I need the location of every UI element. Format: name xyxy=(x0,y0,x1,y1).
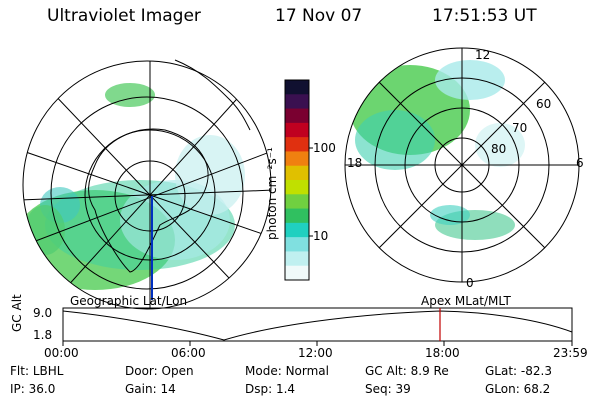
colorbar-band xyxy=(285,180,309,195)
time-label: 17:51:53 UT xyxy=(432,6,537,26)
colorbar-band xyxy=(285,265,309,281)
geographic-panel-label: Geographic Lat/Lon xyxy=(70,294,188,308)
colorbar-tick-100: 100 xyxy=(313,141,336,155)
mlt-12-label: 12 xyxy=(475,48,491,62)
colorbar-band xyxy=(285,165,309,181)
colorbar-band xyxy=(285,194,309,210)
altitude-ytick-low: 1.8 xyxy=(33,328,53,342)
altitude-xtick: 00:00 xyxy=(44,346,79,360)
colorbar-band xyxy=(285,108,309,124)
lat-70-label: 70 xyxy=(512,121,528,135)
altitude-xtick: 06:00 xyxy=(171,346,206,360)
info-flt: Flt: LBHL xyxy=(10,364,64,378)
info-dsp: Dsp: 1.4 xyxy=(245,382,296,396)
info-glat: GLat: -82.3 xyxy=(485,364,552,378)
colorbar-band xyxy=(285,122,309,138)
colorbar-band xyxy=(285,251,309,267)
lat-80-label: 80 xyxy=(491,142,507,156)
altitude-xtick: 23:59 xyxy=(553,346,588,360)
colorbar-band xyxy=(285,80,309,95)
lat-60-label: 60 xyxy=(536,97,552,111)
colorbar-band xyxy=(285,222,309,238)
info-gain: Gain: 14 xyxy=(125,382,176,396)
colorbar-band xyxy=(285,151,309,167)
colorbar xyxy=(284,79,313,281)
app-title: Ultraviolet Imager xyxy=(47,6,201,26)
altitude-ylabel: GC Alt xyxy=(10,294,24,332)
info-ip: IP: 36.0 xyxy=(10,382,56,396)
mlt-0-label: 0 xyxy=(466,276,474,290)
date-label: 17 Nov 07 xyxy=(275,6,363,26)
magnetic-panel-label: Apex MLat/MLT xyxy=(421,294,511,308)
info-glon: GLon: 68.2 xyxy=(485,382,551,396)
altitude-ytick-high: 9.0 xyxy=(33,306,53,320)
info-gc-alt: GC Alt: 8.9 Re xyxy=(365,364,449,378)
colorbar-border xyxy=(284,79,310,281)
colorbar-tick-10: 10 xyxy=(313,229,329,243)
info-door: Door: Open xyxy=(125,364,194,378)
mlt-18-label: 18 xyxy=(347,156,363,170)
colorbar-band xyxy=(285,208,309,224)
mlt-6-label: 6 xyxy=(576,156,584,170)
info-seq: Seq: 39 xyxy=(365,382,411,396)
colorbar-band xyxy=(285,237,309,252)
colorbar-band xyxy=(285,94,309,110)
altitude-xtick: 18:00 xyxy=(425,346,460,360)
colorbar-unit-label: photon cm⁻²s⁻¹ xyxy=(265,147,279,240)
altitude-xtick: 12:00 xyxy=(298,346,333,360)
colorbar-band xyxy=(285,137,309,152)
info-mode: Mode: Normal xyxy=(245,364,329,378)
